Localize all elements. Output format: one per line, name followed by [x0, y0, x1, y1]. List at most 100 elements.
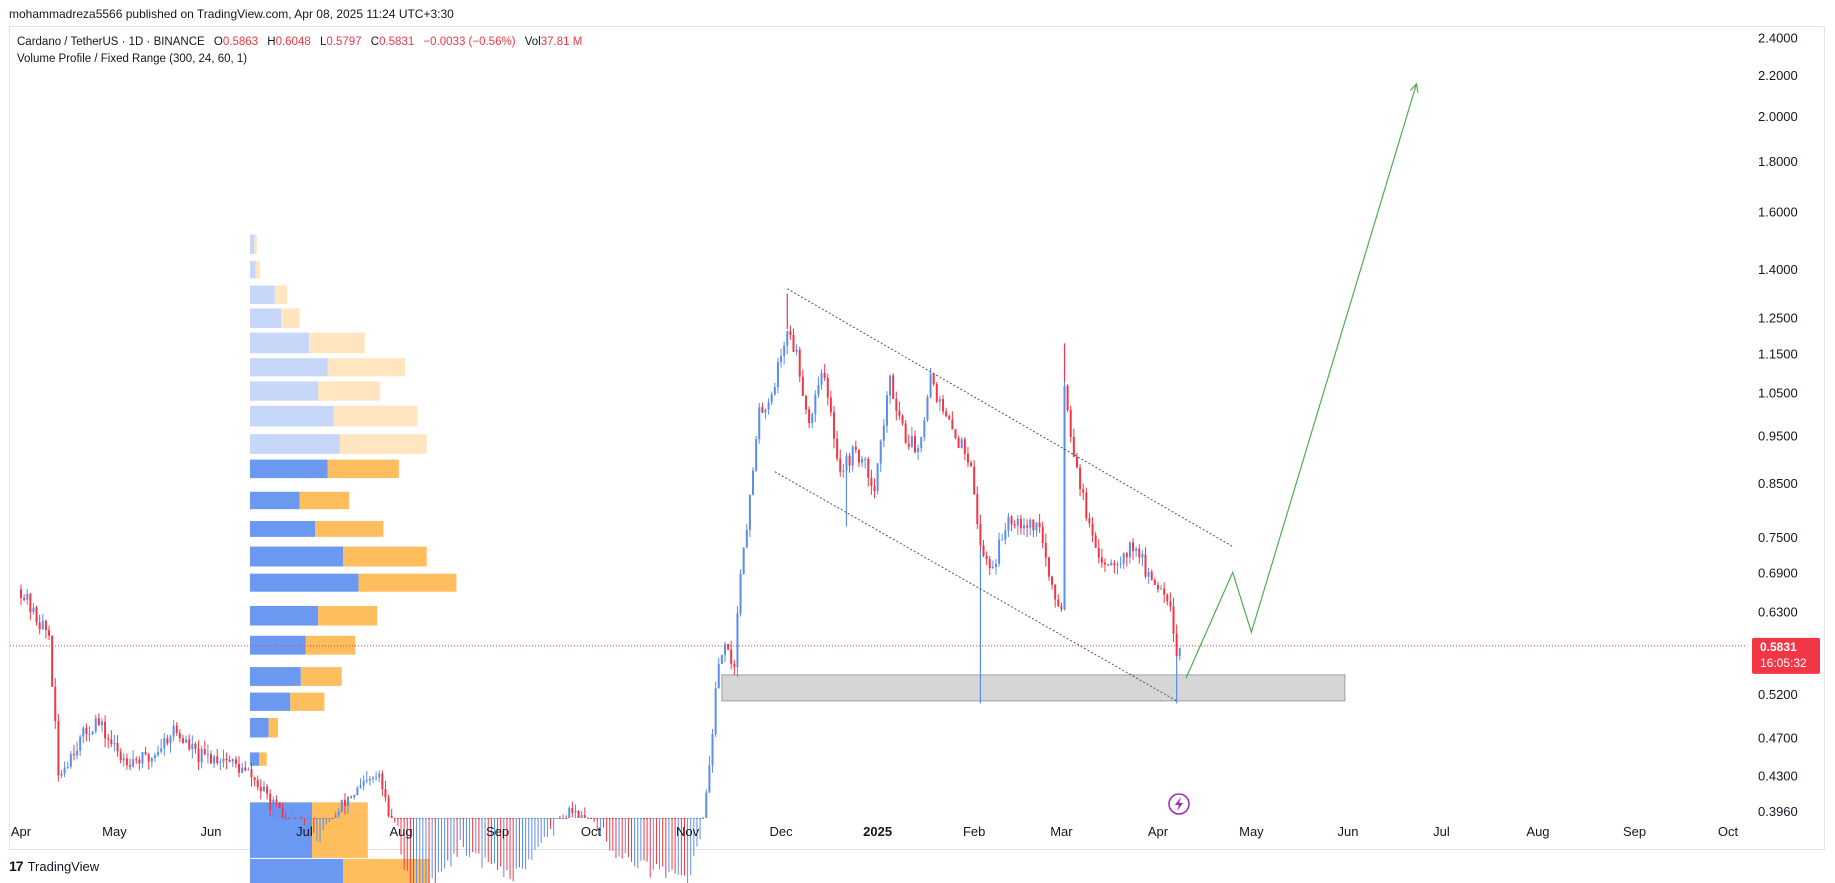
candle-body: [291, 818, 294, 819]
vp-sell-bar: [299, 491, 350, 510]
candle-body: [811, 414, 814, 423]
candle-body: [481, 818, 484, 819]
candle-body: [664, 818, 667, 819]
candle-body: [652, 818, 655, 819]
vp-sell-bar: [339, 434, 427, 454]
candle-body: [748, 494, 751, 530]
vp-buy-bar: [250, 521, 316, 537]
projection-path: [1185, 83, 1418, 679]
candle-body: [764, 409, 767, 413]
candle-body: [720, 654, 723, 664]
candle-body: [88, 733, 91, 735]
candle-body: [1113, 562, 1116, 566]
candle-body: [210, 754, 213, 764]
candle-body: [219, 761, 222, 763]
candle-body: [110, 739, 113, 744]
candle-body: [91, 731, 94, 734]
candle-body: [122, 758, 125, 761]
candle-body: [79, 736, 82, 751]
candle-body: [325, 818, 328, 819]
price-tick-label: 0.9500: [1758, 428, 1798, 443]
candle-body: [826, 377, 829, 398]
candle-body: [26, 593, 29, 600]
candle-body: [1125, 553, 1128, 558]
candle-body: [1085, 492, 1088, 519]
candle-body: [727, 644, 730, 650]
high-value: 0.6048: [275, 36, 311, 48]
price-axis[interactable]: 2.4000 2.2000 2.0000 1.8000 1.6000 1.4000 1.25…: [1758, 31, 1798, 819]
time-axis[interactable]: Apr May Jun Jul Aug Sep Oct Nov Dec 2025 Feb Mar Apr…: [11, 824, 1739, 839]
vp-buy-bar: [250, 573, 359, 592]
candle-body: [1047, 557, 1050, 577]
candle-body: [786, 331, 789, 346]
candle-body: [913, 436, 916, 453]
candle-body: [683, 818, 686, 819]
candle-body: [502, 818, 505, 819]
chart-pane[interactable]: [9, 26, 1825, 850]
time-tick-label: Apr: [1148, 824, 1169, 839]
close-label: C: [370, 36, 380, 48]
vp-sell-bar: [308, 332, 365, 354]
candle-body: [116, 743, 119, 752]
price-tick-label: 1.4000: [1758, 262, 1798, 277]
vp-sell-bar: [318, 381, 381, 401]
candle-body: [1119, 563, 1122, 565]
high-label: H: [267, 36, 276, 48]
candle-body: [970, 462, 973, 467]
candle-body: [269, 793, 272, 810]
time-tick-label: Dec: [769, 824, 793, 839]
candle-body: [661, 818, 664, 819]
candle-body: [244, 767, 247, 771]
candle-body: [804, 396, 807, 410]
time-tick-label: Sep: [486, 824, 509, 839]
candle-body: [440, 818, 443, 819]
candle-body: [94, 718, 97, 732]
low-value: 0.5797: [326, 36, 362, 48]
candle-body: [250, 769, 253, 778]
vp-buy-bar: [250, 605, 319, 626]
vp-sell-bar: [343, 546, 427, 567]
candle-body: [633, 818, 636, 819]
candle-body: [817, 384, 820, 395]
indicator-title[interactable]: Volume Profile / Fixed Range (300, 24, 6…: [17, 53, 248, 65]
footer-branding[interactable]: 17 TradingView: [9, 858, 99, 874]
volume-value: 37.81 M: [540, 36, 583, 48]
candle-body: [608, 818, 611, 819]
candle-body: [300, 818, 303, 819]
vp-buy-bar: [250, 260, 256, 279]
symbol-legend-row[interactable]: Cardano / TetherUS · 1D · BINANCE O0.586…: [17, 34, 582, 51]
candle-body: [976, 494, 979, 524]
time-tick-label: Nov: [676, 824, 700, 839]
candle-body: [340, 799, 343, 812]
price-tick-label: 2.0000: [1758, 109, 1798, 124]
bar-countdown: 16:05:32: [1760, 656, 1807, 670]
candle-body: [621, 818, 624, 819]
candle-body: [104, 721, 107, 739]
candle-body: [54, 686, 57, 722]
candle-body: [452, 818, 455, 819]
candle-body: [639, 818, 642, 819]
candle-body: [552, 818, 555, 819]
candle-body: [197, 748, 200, 763]
lightning-icon[interactable]: [1168, 793, 1190, 815]
candle-body: [281, 807, 284, 818]
candle-body: [917, 448, 920, 453]
candle-body: [294, 818, 297, 819]
candle-body: [406, 818, 409, 819]
candle-body: [262, 786, 265, 792]
candle-body: [730, 649, 733, 664]
candle-body: [546, 818, 549, 819]
candle-body: [1153, 579, 1156, 585]
candle-body: [864, 458, 867, 460]
candle-body: [206, 754, 209, 756]
candle-body: [72, 754, 75, 756]
vp-buy-bar: [250, 434, 340, 454]
symbol-title[interactable]: Cardano / TetherUS · 1D · BINANCE: [17, 36, 205, 48]
candle-body: [129, 765, 132, 767]
indicator-legend-row[interactable]: Volume Profile / Fixed Range (300, 24, 6…: [17, 51, 582, 68]
vp-buy-bar: [250, 692, 291, 711]
candle-body: [833, 412, 836, 439]
candle-body: [839, 458, 842, 472]
candle-body: [424, 818, 427, 819]
